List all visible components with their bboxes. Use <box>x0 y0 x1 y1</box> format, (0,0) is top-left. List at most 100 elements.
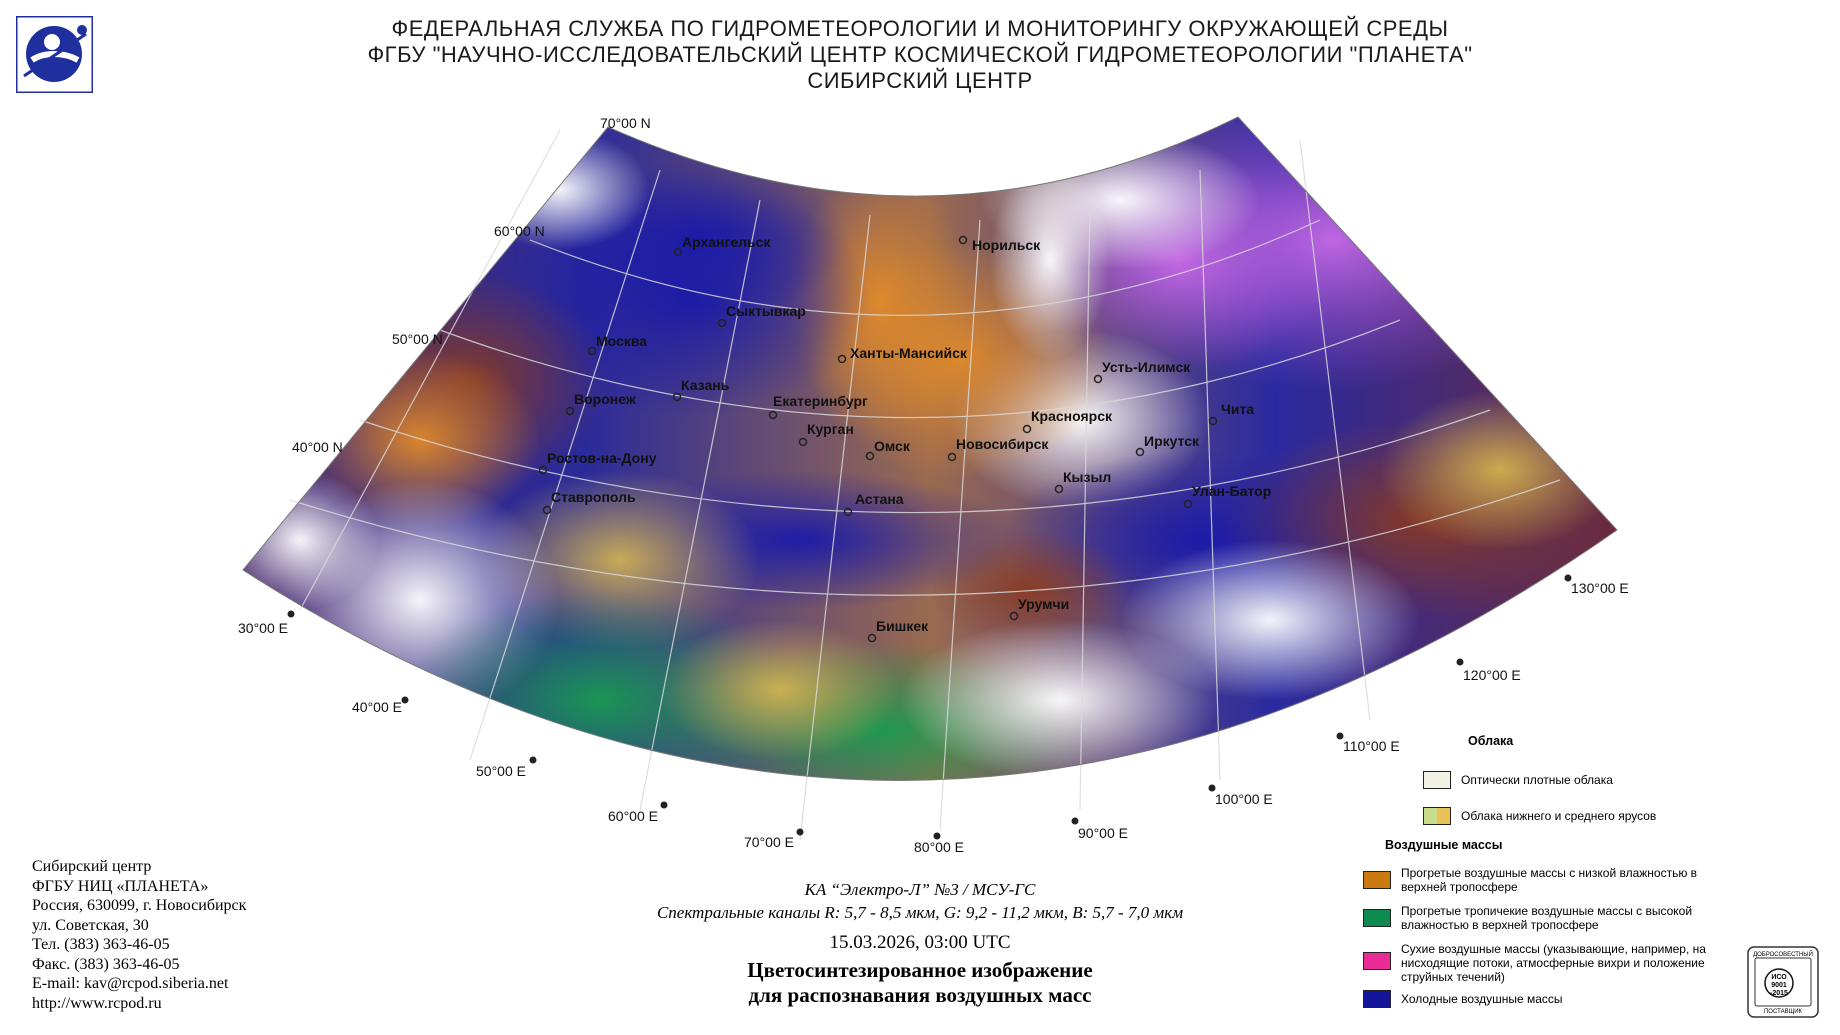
address-line: Россия, 630099, г. Новосибирск <box>32 897 247 914</box>
lon-label: 30°00 E <box>238 620 288 636</box>
lat-label: 70°00 N <box>600 115 651 131</box>
city-marker <box>1022 424 1032 434</box>
legend-airmass-heading: Воздушные массы <box>1385 838 1503 852</box>
lon-label: 50°00 E <box>476 763 526 779</box>
legend-label: Холодные воздушные массы <box>1401 992 1563 1006</box>
badge-text-iso: ИСО <box>1771 974 1787 981</box>
legend-swatch <box>1363 952 1391 970</box>
lon-tick <box>1208 784 1216 792</box>
legend-clouds-heading: Облака <box>1468 734 1514 748</box>
city-marker <box>1054 484 1064 494</box>
city-marker <box>947 452 957 462</box>
city-marker <box>798 437 808 447</box>
city-marker <box>865 451 875 461</box>
legend-swatch <box>1363 871 1391 889</box>
city-label: Воронеж <box>574 391 637 407</box>
city-label: Архангельск <box>682 234 771 250</box>
city-label: Урумчи <box>1018 596 1069 612</box>
iso-9001-badge-icon: ДОБРОСОВЕСТНЫЙ ИСО 9001 -2015 ПОСТАВЩИК <box>1747 946 1819 1018</box>
badge-text-year: -2015 <box>1770 990 1788 997</box>
city-label: Казань <box>681 377 730 393</box>
city-marker <box>843 507 853 517</box>
lat-label: 50°00 N <box>392 331 443 347</box>
lon-tick <box>1071 817 1079 825</box>
city-label: Москва <box>596 333 647 349</box>
address-email[interactable]: E-mail: kav@rcpod.siberia.net <box>32 975 229 992</box>
map-frame <box>242 116 1618 781</box>
badge-text-9001: 9001 <box>1771 982 1787 989</box>
longitude-markers: 30°00 E 40°00 E 50°00 E 60°00 E 70°00 E … <box>238 574 1629 855</box>
address-line: ФГБУ НИЦ «ПЛАНЕТА» <box>32 877 209 895</box>
lon-tick <box>1336 732 1344 740</box>
lon-label: 130°00 E <box>1571 580 1629 596</box>
legend-swatch <box>1423 807 1451 825</box>
address-line: ул. Советская, 30 <box>32 916 149 934</box>
lon-tick <box>660 801 668 809</box>
lon-label: 70°00 E <box>744 834 794 850</box>
legend-label: Сухие воздушные массы (указывающие, напр… <box>1401 942 1706 984</box>
address-phone: Тел. (383) 363-46-05 <box>32 936 170 953</box>
lon-label: 110°00 E <box>1343 738 1400 754</box>
lon-label: 90°00 E <box>1078 825 1128 841</box>
address-line: Сибирский центр <box>32 858 152 875</box>
lon-label: 100°00 E <box>1215 791 1273 807</box>
address-fax: Факс. (383) 363-46-05 <box>32 955 180 973</box>
city-marker <box>1208 416 1218 426</box>
legend-label: Прогретые тропичекие воздушные массы с в… <box>1401 904 1693 932</box>
city-marker <box>837 354 847 364</box>
legend-label: Прогретые воздушные массы с низкой влажн… <box>1401 866 1698 894</box>
satellite-image <box>243 117 1617 781</box>
legend-swatch <box>1363 909 1391 927</box>
city-marker <box>1135 447 1145 457</box>
lon-label: 40°00 E <box>352 699 402 715</box>
legend-item-low-mid-clouds: Облака нижнего и среднего ярусов <box>1423 807 1801 825</box>
city-label: Иркутск <box>1144 433 1200 449</box>
city-label: Усть-Илимск <box>1102 359 1191 375</box>
legend-swatch <box>1363 990 1391 1008</box>
city-label: Сыктывкар <box>726 303 806 319</box>
legend-item-warm-tropical: Прогретые тропичекие воздушные массы с в… <box>1363 904 1731 932</box>
city-marker <box>542 505 552 515</box>
address-block: Сибирский центр ФГБУ НИЦ «ПЛАНЕТА» Росси… <box>32 857 246 1013</box>
spectral-bands: Спектральные каналы R: 5,7 - 8,5 мкм, G:… <box>656 903 1184 922</box>
legend-label: Оптически плотные облака <box>1461 773 1613 787</box>
header-line-2: ФГБУ "НАУЧНО-ИССЛЕДОВАТЕЛЬСКИЙ ЦЕНТР КОС… <box>367 42 1473 67</box>
city-label: Красноярск <box>1031 408 1113 424</box>
header-line-3: СИБИРСКИЙ ЦЕНТР <box>807 68 1033 93</box>
city-marker <box>672 392 682 402</box>
city-marker <box>565 406 575 416</box>
address-website[interactable]: http://www.rcpod.ru <box>32 994 162 1012</box>
city-label: Екатеринбург <box>773 393 868 409</box>
legend-swatch <box>1423 771 1451 789</box>
city-label: Ставрополь <box>551 489 636 505</box>
city-marker <box>717 318 727 328</box>
satellite-name: КА “Электро-Л” №3 / МСУ-ГС <box>804 880 1036 899</box>
city-label: Норильск <box>972 237 1041 253</box>
caption: КА “Электро-Л” №3 / МСУ-ГС Спектральные … <box>560 878 1280 1008</box>
city-marker <box>1009 611 1019 621</box>
graticule <box>289 129 1561 841</box>
roshydromet-emblem-icon <box>16 16 93 93</box>
legend-item-warm-low-humidity: Прогретые воздушные массы с низкой влажн… <box>1363 866 1731 894</box>
lon-label: 60°00 E <box>608 808 658 824</box>
lon-label: 80°00 E <box>914 839 964 855</box>
city-marker <box>768 410 778 420</box>
city-label: Бишкек <box>876 618 929 634</box>
city-label: Курган <box>807 421 854 437</box>
city-label: Ростов-на-Дону <box>547 450 657 466</box>
lon-tick <box>529 756 537 764</box>
city-label: Новосибирск <box>956 436 1049 452</box>
city-label: Астана <box>855 491 904 507</box>
caption-title-line-2: для распознавания воздушных масс <box>748 983 1092 1007</box>
lon-label: 120°00 E <box>1463 667 1521 683</box>
city-marker <box>587 346 597 356</box>
city-marker <box>867 633 877 643</box>
badge-text-bottom: ПОСТАВЩИК <box>1764 1009 1803 1015</box>
city-label: Ханты-Мансийск <box>850 345 968 361</box>
legend-item-dry-airmass: Сухие воздушные массы (указывающие, напр… <box>1363 942 1741 984</box>
header-line-1: ФЕДЕРАЛЬНАЯ СЛУЖБА ПО ГИДРОМЕТЕОРОЛОГИИ … <box>391 16 1449 41</box>
city-marker <box>958 235 968 245</box>
city-label: Улан-Батор <box>1192 483 1271 499</box>
city-marker <box>1093 374 1103 384</box>
